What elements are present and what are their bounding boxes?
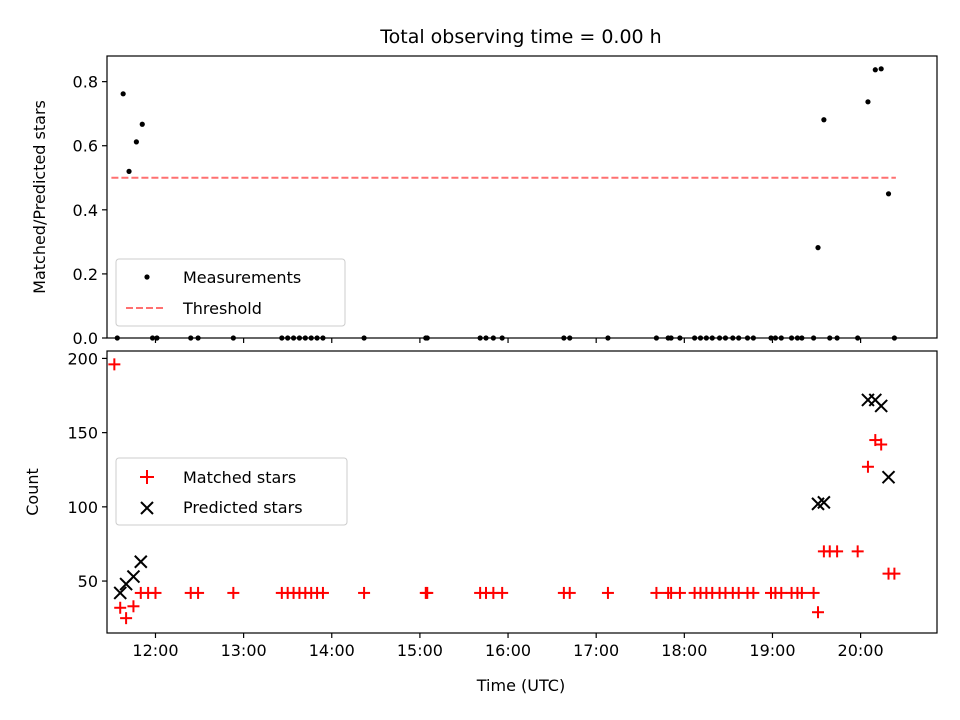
measurement-point bbox=[139, 121, 145, 127]
matched-stars-point bbox=[775, 586, 788, 599]
matched-stars-point bbox=[812, 606, 825, 619]
bottom-points bbox=[108, 358, 901, 625]
matched-stars-point bbox=[114, 601, 127, 614]
bottom-y-axis-label: Count bbox=[23, 468, 42, 516]
matched-stars-point bbox=[421, 586, 434, 599]
y-tick-label: 0.8 bbox=[73, 73, 98, 92]
top-plot-frame bbox=[106, 55, 938, 339]
chart-title: Total observing time = 0.00 h bbox=[379, 26, 661, 48]
measurement-point bbox=[865, 99, 871, 105]
legend-matched-label: Matched stars bbox=[183, 468, 296, 487]
top-x-ticks bbox=[154, 338, 862, 343]
y-tick-label: 100 bbox=[67, 498, 98, 517]
matched-stars-point bbox=[747, 586, 760, 599]
x-tick-label: 13:00 bbox=[221, 641, 267, 660]
predicted-stars-point bbox=[134, 555, 148, 569]
top-legend: Measurements Threshold bbox=[115, 258, 346, 327]
top-panel: 0.00.20.40.60.8 Matched/Predicted stars … bbox=[30, 55, 938, 348]
matched-stars-point bbox=[851, 545, 864, 558]
measurement-point bbox=[878, 66, 884, 72]
x-tick-label: 15:00 bbox=[397, 641, 443, 660]
top-legend-box bbox=[115, 258, 346, 327]
matched-stars-point bbox=[108, 358, 121, 371]
bottom-legend: Matched stars Predicted stars bbox=[115, 457, 348, 526]
bottom-x-ticks: 12:00 13:00 14:00 15:00 16:00 17:00 18:00 19:00… bbox=[132, 633, 884, 660]
top-y-ticks: 0.0 0.2 0.4 0.6 0.8 bbox=[73, 73, 107, 348]
y-tick-label: 200 bbox=[67, 349, 98, 368]
measurement-point bbox=[821, 117, 827, 123]
predicted-stars-point bbox=[126, 569, 141, 584]
matched-stars-point bbox=[795, 586, 808, 599]
matched-stars-point bbox=[807, 586, 820, 599]
legend-predicted-marker bbox=[140, 501, 154, 515]
matched-stars-point bbox=[831, 545, 844, 558]
y-tick-label: 50 bbox=[78, 572, 98, 591]
measurement-point bbox=[885, 191, 892, 197]
matched-stars-point bbox=[120, 612, 133, 625]
legend-measurements-label: Measurements bbox=[183, 268, 301, 287]
legend-threshold-label: Threshold bbox=[182, 299, 262, 318]
bottom-x-axis-label: Time (UTC) bbox=[476, 676, 565, 695]
x-tick-label: 18:00 bbox=[661, 641, 707, 660]
y-tick-label: 0.6 bbox=[73, 137, 98, 156]
matched-stars-point bbox=[875, 438, 888, 451]
matched-stars-point bbox=[358, 586, 371, 599]
matched-stars-point bbox=[127, 600, 140, 613]
matched-stars-point bbox=[673, 586, 686, 599]
predicted-stars-point bbox=[113, 586, 127, 600]
top-y-axis-label: Matched/Predicted stars bbox=[30, 100, 49, 294]
y-tick-label: 0.4 bbox=[73, 201, 98, 220]
x-tick-label: 16:00 bbox=[485, 641, 531, 660]
x-tick-label: 20:00 bbox=[838, 641, 884, 660]
matched-stars-point bbox=[563, 586, 576, 599]
matched-stars-point bbox=[650, 586, 663, 599]
measurement-point bbox=[872, 67, 878, 73]
matched-stars-point bbox=[316, 586, 329, 599]
bottom-y-ticks: 50 100 150 200 bbox=[67, 349, 107, 591]
y-tick-label: 150 bbox=[67, 424, 98, 443]
legend-matched-marker bbox=[140, 470, 154, 484]
bottom-legend-box bbox=[115, 457, 348, 526]
bottom-plot-frame bbox=[106, 350, 938, 634]
x-tick-label: 14:00 bbox=[309, 641, 355, 660]
matched-stars-point bbox=[149, 586, 162, 599]
measurement-point bbox=[126, 168, 132, 174]
matched-stars-point bbox=[192, 586, 205, 599]
predicted-stars-point bbox=[817, 495, 831, 510]
x-tick-label: 17:00 bbox=[573, 641, 619, 660]
predicted-stars-point bbox=[874, 399, 888, 413]
predicted-stars-point bbox=[881, 470, 896, 484]
measurement-point bbox=[815, 245, 821, 251]
y-tick-label: 0.2 bbox=[73, 265, 98, 284]
x-tick-label: 19:00 bbox=[749, 641, 795, 660]
matched-stars-point bbox=[227, 586, 240, 599]
measurement-point bbox=[120, 91, 126, 97]
measurement-point bbox=[133, 139, 139, 145]
matched-stars-point bbox=[601, 586, 614, 599]
x-tick-label: 12:00 bbox=[132, 641, 178, 660]
legend-predicted-label: Predicted stars bbox=[183, 498, 303, 517]
matched-stars-point bbox=[888, 567, 901, 580]
matched-stars-point bbox=[496, 586, 509, 599]
bottom-panel: 12:00 13:00 14:00 15:00 16:00 17:00 18:00 19:00… bbox=[23, 349, 938, 695]
legend-measurements-marker bbox=[144, 274, 150, 280]
y-tick-label: 0.0 bbox=[73, 329, 98, 348]
matched-stars-point bbox=[861, 460, 874, 473]
